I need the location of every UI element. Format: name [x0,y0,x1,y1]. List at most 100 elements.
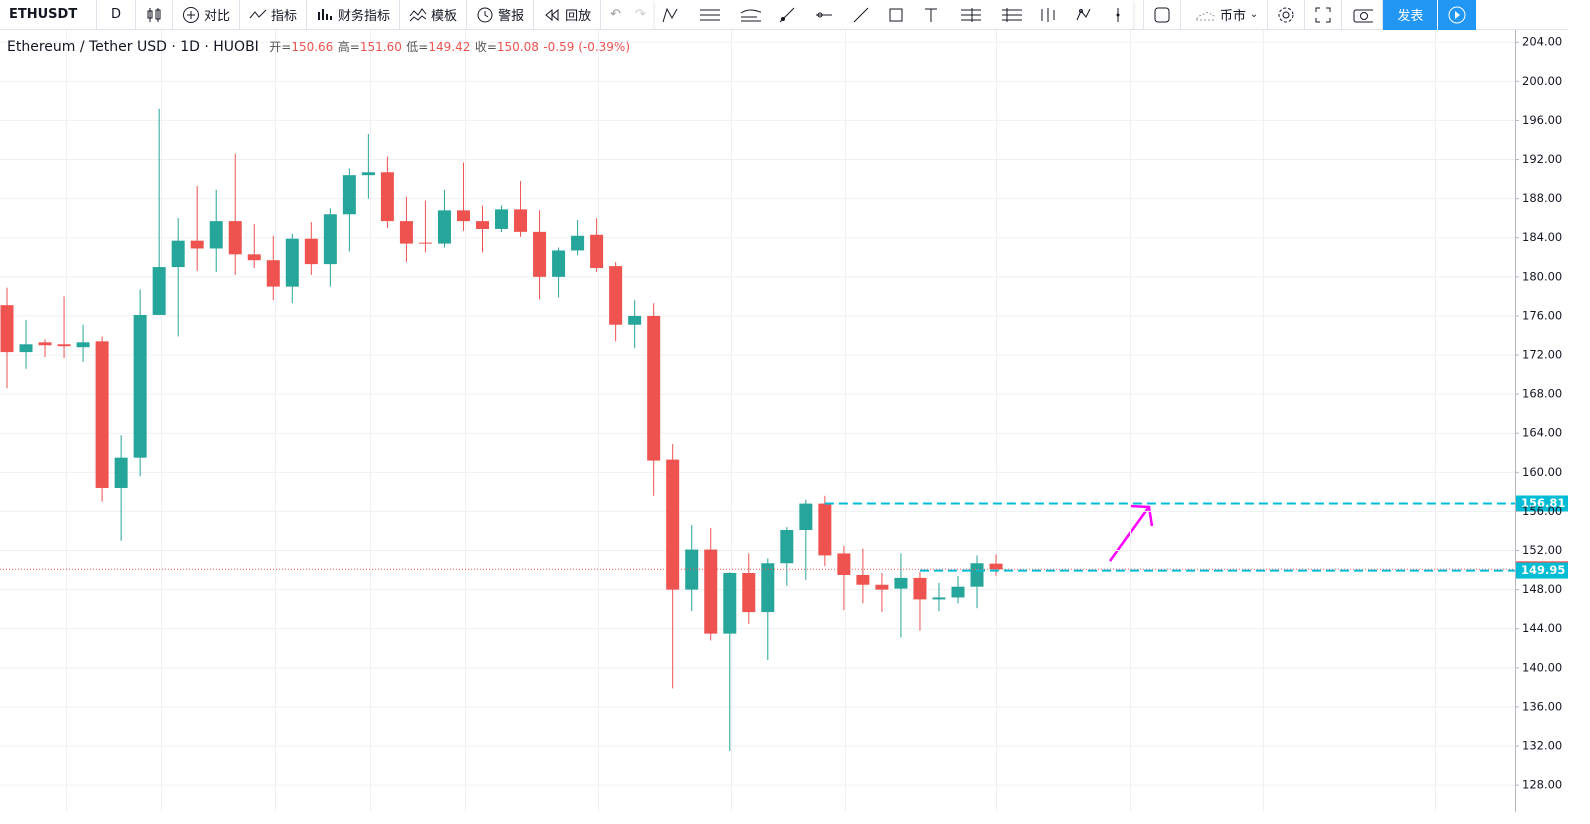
candle-body [323,214,337,265]
financials[interactable]: 财务指标 [307,0,401,30]
candle-body [609,266,623,325]
snapshot[interactable] [1342,0,1384,30]
tool[interactable] [887,6,905,24]
label: 财务指标 [338,9,391,24]
icon [477,7,493,22]
tool[interactable] [1074,6,1092,24]
close-label: 收= [474,40,497,54]
marks [0,108,1003,751]
close-value: 150.08 [496,40,539,54]
alert[interactable]: 警报 [467,0,535,30]
label: 回放 [565,9,592,24]
market[interactable]: 币市 ⌄ [1181,0,1269,30]
icon [545,8,559,21]
tool[interactable] [957,6,981,24]
price-label-box [1516,495,1568,512]
publish-button[interactable]: 发表 [1383,0,1438,30]
y-tick-label: 180.00 [1522,269,1562,283]
candle-body [932,597,946,600]
y-tick-label: 188.00 [1522,191,1562,205]
tool[interactable] [696,6,720,24]
label: 对比 [204,9,231,24]
candle-body [666,459,680,590]
plot-background [0,30,1568,812]
caret: ⌄ [1249,9,1259,20]
icon [1315,7,1331,22]
high-label: 高= [337,40,360,54]
tool[interactable] [778,6,796,24]
tool[interactable] [852,6,870,24]
icon [1154,7,1170,22]
shape[interactable] [1142,0,1181,30]
candle-body [0,305,14,353]
candle-body [533,231,547,277]
candle-body [380,172,394,222]
candle-body [418,242,432,244]
tool[interactable] [998,6,1022,24]
tool[interactable] [737,6,761,24]
indicators[interactable]: 指标 [240,0,308,30]
tool[interactable] [922,6,940,24]
undo-redo[interactable]: ↶ ↷ [601,0,655,30]
y-tick-label: 128.00 [1522,778,1562,792]
y-tick-label: 164.00 [1522,426,1562,440]
replay[interactable]: 回放 [534,0,602,30]
symbol[interactable]: ETHUSDT [0,0,97,30]
tool[interactable] [661,6,679,24]
symbol-name: Ethereum / Tether USD · 1D · HUOBI [7,39,259,55]
icon [1278,7,1294,22]
undo-icon[interactable]: ↶ [610,7,621,22]
candle-body [571,235,585,251]
price-label: 156.81 [1521,496,1565,510]
price-label: 149.95 [1521,563,1565,577]
chart-type[interactable] [136,0,173,30]
interval[interactable]: D [97,0,136,30]
price-label-box [1516,562,1568,579]
candle-body [837,553,851,575]
templates[interactable]: 模板 [400,0,468,30]
y-tick-label: 196.00 [1522,113,1562,127]
tool[interactable] [1039,6,1057,24]
y-tick-label: 160.00 [1522,465,1562,479]
icon [1353,9,1374,22]
high-value: 151.60 [359,40,402,54]
y-tick-label: 132.00 [1522,739,1562,753]
play-button[interactable] [1437,0,1477,30]
compare[interactable]: 对比 [173,0,241,30]
y-tick-label: 204.00 [1522,35,1562,49]
candle-body [19,344,33,353]
icon [1448,6,1466,23]
candle-body [209,221,223,249]
fullscreen[interactable] [1305,0,1343,30]
candle-body [399,221,413,244]
candle-body [742,573,756,613]
icon [183,6,199,23]
candle-body [951,586,965,598]
candle-body [514,209,528,232]
y-tick-label: 136.00 [1522,699,1562,713]
y-tick-label: 156.00 [1522,504,1562,518]
candle-body [304,238,318,265]
drawing-tools [655,0,1133,30]
candle-body [799,503,813,531]
candle-body [171,240,185,268]
candle-body [38,342,52,346]
candle-body [247,254,261,261]
low-label: 低= [406,40,429,54]
y-tick-label: 200.00 [1522,74,1562,88]
y-tick-label: 176.00 [1522,308,1562,322]
y-tick-label: 168.00 [1522,387,1562,401]
tool[interactable] [813,6,835,24]
candle-body [875,584,889,590]
label: 警报 [498,9,525,24]
arrow-annotation [1108,504,1154,562]
grid [0,30,1515,812]
candle-body [152,267,166,315]
y-tick-label: 184.00 [1522,230,1562,244]
tool[interactable] [1109,6,1127,24]
redo-icon[interactable]: ↷ [635,7,646,22]
settings[interactable] [1268,0,1306,30]
candle-body [628,315,642,325]
candle-body [590,234,604,269]
